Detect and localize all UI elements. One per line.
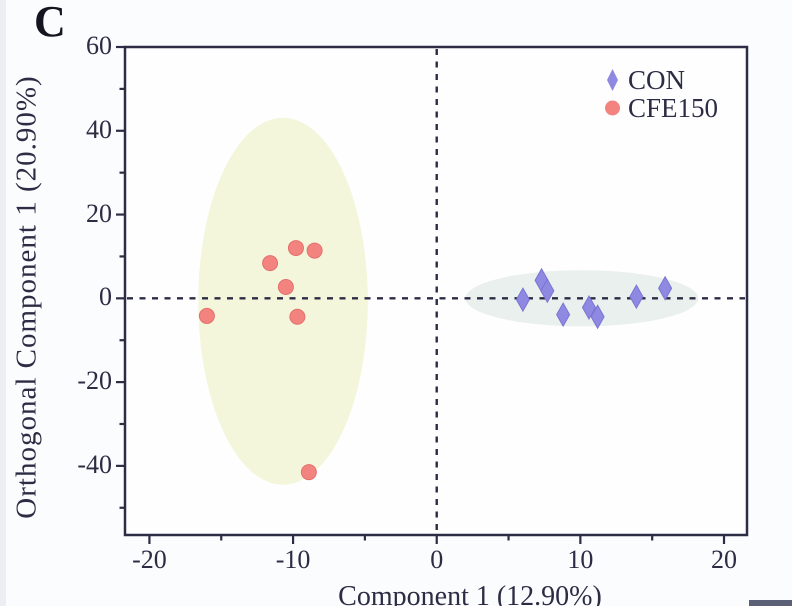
y-tick-label: 40: [86, 114, 112, 144]
bottom-right-artifact: [749, 600, 792, 606]
x-tick-label: 0: [430, 545, 444, 574]
legend: CON CFE150: [604, 64, 719, 123]
data-point-con: [658, 275, 673, 301]
data-point-cfe150: [262, 255, 279, 272]
data-point-con: [515, 287, 530, 313]
y-axis-title: Orthogonal Component 1 (20.90%): [10, 75, 43, 519]
legend-item-con: CON: [604, 64, 718, 95]
x-tick-label: 20: [711, 545, 738, 574]
legend-label-cfe150: CFE150: [628, 92, 719, 123]
data-point-con: [590, 304, 605, 330]
x-axis-title: Component 1 (12.90%): [338, 581, 602, 606]
cluster-ellipse-cfe150: [198, 117, 368, 485]
y-tick-label: 60: [86, 31, 112, 60]
data-point-cfe150: [287, 240, 304, 257]
data-point-con: [581, 295, 597, 321]
y-tick-label: 0: [99, 282, 112, 312]
y-tick-label: 20: [86, 198, 112, 228]
x-tick-label: -20: [132, 545, 167, 574]
data-point-cfe150: [198, 307, 215, 324]
data-point-con: [556, 302, 571, 328]
x-tick-label: -10: [275, 545, 311, 574]
data-point-cfe150: [300, 464, 317, 481]
data-point-cfe150: [277, 279, 294, 296]
con-diamond-icon: [607, 69, 618, 91]
cfe150-circle-icon: [605, 100, 620, 116]
data-point-con: [540, 278, 555, 304]
data-point-cfe150: [306, 242, 323, 259]
panel-label: C: [34, 0, 66, 46]
data-point-cfe150: [289, 308, 306, 325]
y-tick-label: -40: [77, 449, 112, 479]
left-edge-shade: [0, 0, 6, 606]
data-point-con: [629, 284, 644, 310]
y-tick-label: -20: [77, 366, 112, 396]
legend-label-con: CON: [628, 64, 686, 95]
legend-item-cfe150: CFE150: [604, 92, 719, 123]
x-tick-label: 10: [567, 545, 594, 574]
